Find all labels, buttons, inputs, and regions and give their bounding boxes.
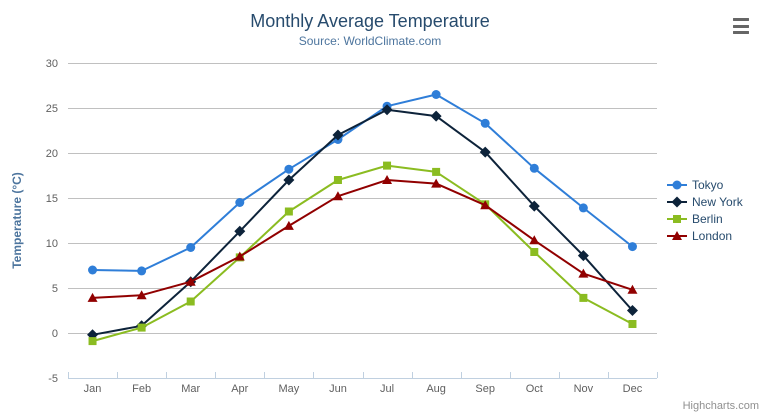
hamburger-menu-icon <box>733 24 749 28</box>
data-point <box>432 167 441 176</box>
data-point <box>185 276 196 286</box>
data-point <box>479 146 491 158</box>
data-point <box>530 248 539 256</box>
data-point <box>528 200 540 212</box>
legend: Tokyo New York Berlin London <box>667 176 743 244</box>
data-point <box>529 163 539 173</box>
data-point <box>284 207 293 216</box>
data-point <box>333 176 342 184</box>
diamond-marker-icon <box>667 196 687 207</box>
legend-item-label: Berlin <box>692 211 723 226</box>
data-point <box>137 323 146 332</box>
legend-item-label: London <box>692 228 733 243</box>
data-point <box>88 337 97 346</box>
data-point <box>578 203 588 213</box>
x-axis-label: May <box>278 383 299 395</box>
data-point <box>332 191 343 201</box>
x-axis-label: Dec <box>623 383 643 395</box>
data-point <box>382 175 393 184</box>
data-point <box>234 251 245 261</box>
data-point <box>431 178 442 188</box>
data-point <box>672 230 682 240</box>
data-point <box>186 243 196 252</box>
hamburger-menu-icon <box>733 18 749 21</box>
x-axis-label: Feb <box>132 383 151 395</box>
chart-title: Monthly Average Temperature <box>250 11 490 31</box>
data-point <box>186 297 195 306</box>
data-point <box>673 214 681 223</box>
legend-item-london[interactable]: London <box>667 227 743 244</box>
data-point <box>136 290 147 300</box>
hamburger-menu-icon <box>733 31 749 34</box>
y-axis-label: 30 <box>46 58 58 70</box>
y-axis-label: 15 <box>46 193 58 205</box>
x-axis-label: Jan <box>84 383 102 395</box>
data-point <box>283 174 295 186</box>
square-marker-icon <box>667 214 687 223</box>
data-point <box>381 104 393 116</box>
y-axis-label: -5 <box>48 373 58 385</box>
data-point <box>671 196 683 207</box>
y-axis-label: 10 <box>46 238 58 250</box>
credits-link[interactable]: Highcharts.com <box>682 400 759 412</box>
data-point <box>235 198 245 207</box>
data-point <box>577 250 589 262</box>
series-line <box>91 179 634 299</box>
x-axis-label: Jun <box>329 383 347 395</box>
data-point <box>283 220 294 230</box>
data-point <box>626 305 638 316</box>
data-point <box>480 200 491 210</box>
legend-item-berlin[interactable]: Berlin <box>667 210 743 227</box>
legend-item-new-york[interactable]: New York <box>667 193 743 210</box>
data-point <box>480 118 490 128</box>
x-axis-label: Aug <box>426 383 446 395</box>
data-point <box>88 265 98 275</box>
series-line <box>91 164 634 343</box>
data-point <box>87 292 98 302</box>
data-point <box>431 90 441 99</box>
y-axis-label: 25 <box>46 103 58 115</box>
legend-item-tokyo[interactable]: Tokyo <box>667 176 743 193</box>
data-point <box>529 235 540 245</box>
data-point <box>672 180 682 189</box>
data-point <box>332 129 344 141</box>
x-axis-label: Oct <box>526 383 543 395</box>
y-axis-title: Temperature (°C) <box>10 172 24 269</box>
data-point <box>234 225 246 237</box>
circle-marker-icon <box>667 180 687 189</box>
series-line <box>91 108 634 336</box>
triangle-marker-icon <box>667 230 687 240</box>
data-point <box>284 164 294 174</box>
legend-item-label: New York <box>692 194 743 209</box>
x-axis-label: Jul <box>380 383 394 395</box>
y-axis-label: 5 <box>52 283 58 295</box>
data-point <box>430 110 442 122</box>
y-axis-label: 0 <box>52 328 58 340</box>
data-point <box>627 284 638 294</box>
data-point <box>628 320 637 328</box>
x-axis-label: Sep <box>475 383 495 395</box>
chart-subtitle: Source: WorldClimate.com <box>298 34 442 48</box>
data-point <box>383 161 392 170</box>
data-point <box>137 266 147 276</box>
x-axis-label: Apr <box>231 383 248 395</box>
data-point <box>627 242 637 252</box>
legend-item-label: Tokyo <box>692 177 724 192</box>
x-axis-label: Mar <box>181 383 200 395</box>
series-line <box>91 93 634 272</box>
series-new-york <box>87 104 638 341</box>
export-menu-button[interactable] <box>729 15 753 37</box>
y-axis-label: 20 <box>46 148 58 160</box>
series-london <box>87 175 638 302</box>
data-point <box>578 268 589 278</box>
series-tokyo <box>88 90 637 276</box>
data-point <box>579 293 588 302</box>
x-axis-label: Nov <box>574 383 594 395</box>
